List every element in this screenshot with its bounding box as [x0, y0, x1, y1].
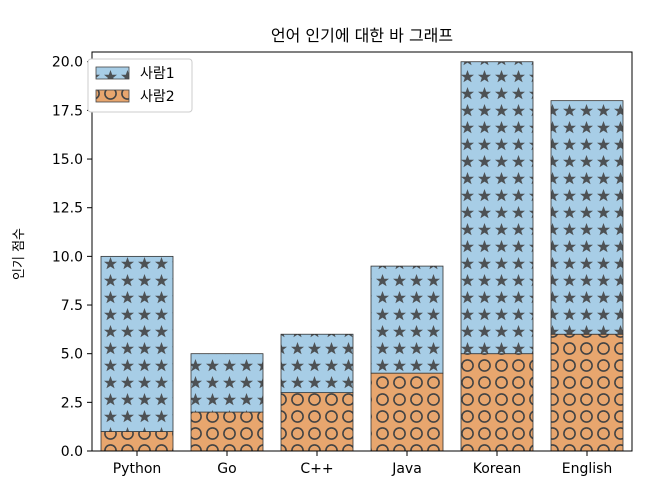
y-tick-label: 7.5 — [61, 298, 83, 314]
plot-frame — [91, 51, 633, 452]
x-tick-label-go: Go — [217, 461, 236, 477]
x-tick-label-english: English — [562, 461, 613, 477]
bar-hatch-series-1-4 — [460, 61, 534, 355]
y-tick-label: 17.5 — [52, 103, 83, 119]
y-tick-label: 20.0 — [52, 55, 83, 71]
bar-hatch-series-2-3 — [370, 372, 444, 452]
bar-hatch-series-1-2 — [280, 333, 354, 394]
bar-hatch-series-1-0 — [100, 255, 174, 432]
y-axis: 0.0 2.5 5.0 7.5 10.0 12.5 15.0 17.5 20.0 — [52, 55, 92, 460]
y-tick-label: 15.0 — [52, 152, 83, 168]
bar-hatch-series-2-1 — [190, 411, 264, 452]
bar-hatch-series-2-2 — [280, 392, 354, 452]
x-tick-label-korean: Korean — [473, 461, 522, 477]
legend: 사람1 사람2 — [87, 58, 193, 113]
bar-hatch-series-1-3 — [370, 265, 444, 374]
bar-hatch-series-2-5 — [550, 333, 624, 452]
bars-group — [100, 61, 624, 452]
x-tick-label-java: Java — [391, 461, 422, 477]
x-axis: Python Go C++ Java Korean English — [113, 451, 613, 477]
legend-label-series-1: 사람1 — [140, 66, 175, 82]
bar-hatch-series-1-5 — [550, 100, 624, 335]
y-tick-label: 2.5 — [61, 395, 83, 411]
y-tick-label: 12.5 — [52, 201, 83, 217]
y-axis-label: 인기 점수 — [12, 228, 27, 280]
legend-label-series-2: 사람2 — [140, 89, 175, 105]
bar-hatch-series-2-4 — [460, 353, 534, 452]
x-tick-label-python: Python — [113, 461, 162, 477]
x-tick-label-c: C++ — [300, 461, 333, 477]
bar-hatch-series-1-1 — [190, 353, 264, 413]
y-tick-label: 10.0 — [52, 249, 83, 265]
chart-title: 언어 인기에 대한 바 그래프 — [271, 26, 453, 45]
y-tick-label: 0.0 — [61, 444, 83, 460]
y-tick-label: 5.0 — [61, 347, 83, 363]
legend-swatch-series-2-hatch — [96, 90, 129, 102]
bar-hatch-series-2-0 — [100, 431, 174, 452]
legend-swatch-series-1-hatch — [96, 67, 129, 79]
